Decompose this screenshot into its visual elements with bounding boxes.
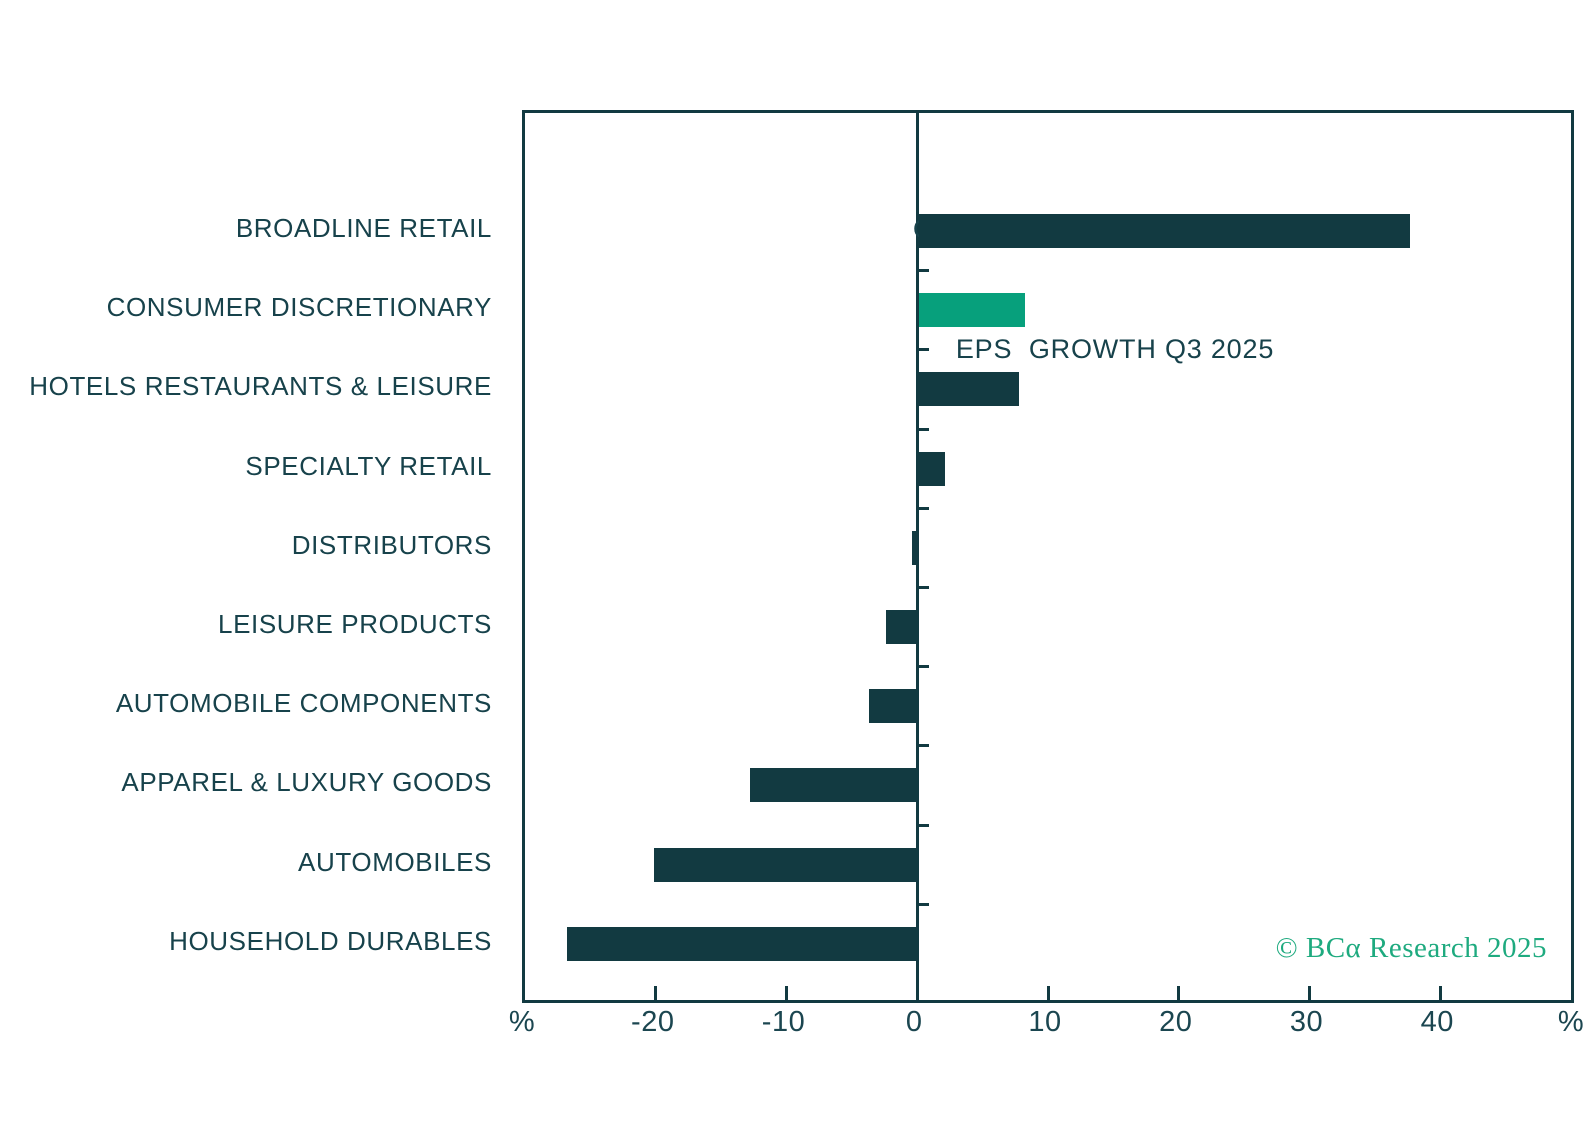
x-axis-tick: [785, 986, 788, 1000]
x-axis-tick-label: 30: [1289, 1006, 1324, 1038]
category-separator-tick: [918, 348, 929, 352]
chart-title-line2: EPS GROWTH Q3 2025: [955, 334, 1275, 364]
zero-axis-line: [915, 113, 919, 1000]
plot-area: CONSUMER DISCRETIONARY EPS GROWTH Q3 202…: [522, 110, 1574, 1003]
bar: [868, 689, 916, 724]
bar: [885, 610, 916, 644]
category-separator-tick: [918, 506, 929, 510]
x-axis-tick: [1308, 986, 1311, 1000]
category-separator-tick: [918, 902, 929, 906]
x-axis-unit-left: %: [508, 1006, 536, 1038]
x-axis-tick: [1438, 986, 1442, 1000]
category-separator-tick: [918, 269, 929, 273]
bar: [749, 768, 916, 803]
category-label: HOTELS RESTAURANTS & LEISURE: [29, 371, 492, 402]
x-axis-tick-label: 40: [1420, 1006, 1454, 1038]
category-separator-tick: [918, 744, 929, 748]
category-label: APPAREL & LUXURY GOODS: [121, 767, 492, 798]
bar: [918, 451, 945, 486]
x-axis-tick: [915, 986, 919, 1000]
category-label: CONSUMER DISCRETIONARY: [106, 292, 492, 323]
category-label: DISTRIBUTORS: [291, 529, 492, 560]
x-axis-tick-label: 20: [1159, 1006, 1193, 1038]
category-separator-tick: [918, 585, 929, 589]
category-label: SPECIALTY RETAIL: [245, 450, 492, 481]
category-separator-tick: [918, 665, 929, 669]
bar: [654, 847, 916, 882]
copyright-text: © BCα Research 2025: [1275, 932, 1547, 964]
chart-title: CONSUMER DISCRETIONARY EPS GROWTH Q3 202…: [775, 129, 1455, 449]
x-axis-tick-label: 0: [905, 1006, 923, 1038]
x-axis-tick-label: -10: [761, 1006, 806, 1038]
bar: [911, 530, 916, 565]
bar: [918, 372, 1020, 407]
x-axis-tick: [1177, 986, 1181, 1000]
x-axis-tick: [1046, 986, 1050, 1000]
category-label: HOUSEHOLD DURABLES: [169, 925, 492, 956]
x-axis-tick: [654, 986, 658, 1000]
category-label: AUTOMOBILES: [298, 846, 492, 877]
category-label: BROADLINE RETAIL: [235, 213, 492, 243]
x-axis-tick-label: -20: [631, 1006, 675, 1038]
bar: [918, 214, 1411, 248]
category-label: AUTOMOBILE COMPONENTS: [115, 688, 492, 719]
category-label: LEISURE PRODUCTS: [218, 609, 492, 639]
x-axis-tick-label: 10: [1028, 1006, 1062, 1038]
bar: [918, 293, 1025, 328]
category-separator-tick: [918, 823, 929, 827]
bar: [566, 926, 916, 961]
category-separator-tick: [918, 427, 929, 431]
x-axis-unit-right: %: [1557, 1006, 1585, 1038]
